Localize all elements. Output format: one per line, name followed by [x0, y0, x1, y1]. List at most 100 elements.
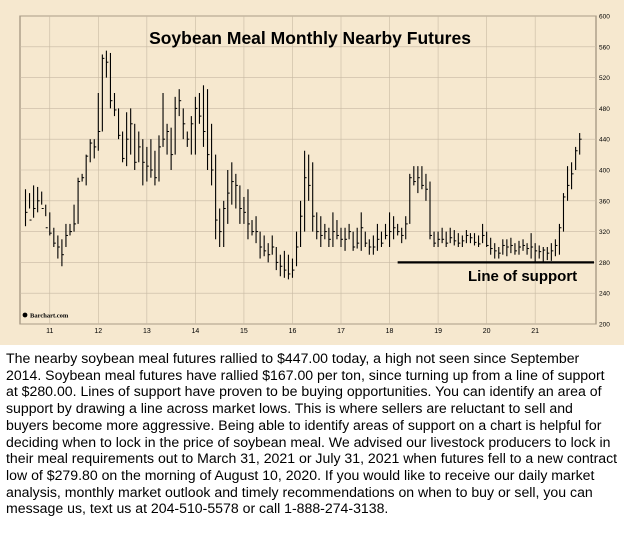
price-bar [259, 231, 263, 259]
price-bar [283, 250, 287, 278]
price-bar [117, 108, 121, 140]
price-bar [445, 231, 449, 247]
price-bar [263, 235, 267, 257]
price-bar [413, 166, 416, 186]
price-bar [405, 216, 408, 240]
price-bar [113, 93, 117, 117]
price-bar [534, 243, 538, 263]
price-bar [304, 150, 307, 232]
price-bar [384, 223, 388, 240]
price-bar [194, 96, 198, 155]
price-bar [24, 189, 28, 227]
y-tick-label: 240 [599, 291, 610, 298]
price-bar [380, 231, 384, 247]
price-bar [235, 173, 238, 209]
price-bar [538, 245, 542, 259]
x-tick-label: 16 [289, 328, 297, 335]
price-bar [486, 231, 489, 247]
price-bar [190, 116, 194, 155]
y-tick-label: 520 [599, 75, 610, 82]
y-tick-label: 280 [599, 260, 610, 267]
price-bar [198, 93, 202, 124]
price-bar [215, 154, 218, 240]
price-bar [69, 223, 72, 236]
price-bar [295, 231, 299, 267]
price-bar [409, 173, 412, 224]
price-bar [239, 185, 242, 224]
price-bar [498, 247, 501, 259]
y-tick-label: 200 [599, 322, 610, 329]
price-bar [267, 243, 271, 263]
price-bar [122, 131, 125, 163]
y-tick-label: 320 [599, 229, 610, 236]
y-tick-label: 400 [599, 168, 610, 175]
price-bar [300, 200, 303, 247]
price-bar [28, 193, 32, 221]
price-bar [360, 212, 364, 251]
price-bar [571, 162, 574, 190]
x-tick-label: 21 [531, 328, 539, 335]
price-bar [461, 235, 465, 247]
price-chart: 200 240 280 320 360 400 440 480 520 560 600 11 12 13… [19, 14, 610, 335]
x-tick-label: 17 [337, 328, 345, 335]
price-bar [223, 200, 226, 247]
price-bar [364, 231, 368, 247]
price-bar [158, 135, 161, 182]
price-bar [316, 212, 319, 240]
price-bar [356, 227, 360, 249]
price-bar [291, 258, 295, 278]
y-tick-label: 560 [599, 44, 610, 51]
price-bar [287, 254, 291, 280]
price-bar [449, 227, 453, 244]
price-bar [368, 239, 372, 255]
price-bar [510, 237, 513, 254]
price-bar [518, 240, 521, 255]
price-bar [146, 146, 149, 182]
price-bar [174, 96, 178, 155]
price-bar [401, 227, 404, 244]
price-bar [506, 239, 509, 257]
price-bar [465, 230, 469, 244]
y-tick-label: 480 [599, 106, 610, 113]
price-bar [206, 89, 210, 170]
price-bar [134, 123, 137, 170]
price-bar [348, 223, 352, 240]
price-bar [324, 223, 327, 240]
price-bar [162, 93, 166, 147]
price-bar [482, 223, 485, 244]
price-bar [312, 162, 315, 232]
price-bar [376, 223, 380, 251]
x-tick-label: 18 [386, 328, 394, 335]
price-bar [81, 173, 85, 182]
price-bar [441, 227, 445, 244]
price-bar [457, 233, 461, 247]
price-bar [211, 123, 214, 186]
price-bar [388, 212, 392, 247]
price-bar [142, 139, 145, 186]
x-tick-label: 19 [434, 328, 442, 335]
price-bar [73, 204, 77, 232]
price-bar [575, 146, 578, 170]
price-bar [279, 254, 283, 277]
price-bar [49, 212, 52, 236]
price-bar [61, 239, 64, 267]
price-bar [328, 227, 331, 247]
price-bar [170, 127, 174, 170]
price-bar [105, 50, 109, 78]
price-bar [251, 220, 255, 236]
price-bar [429, 181, 432, 240]
price-bar [77, 177, 81, 224]
x-tick-label: 12 [94, 328, 102, 335]
article-text: The nearby soybean meal futures rallied … [6, 350, 618, 517]
price-bar [130, 108, 133, 155]
price-bar [473, 233, 477, 246]
price-bar [562, 193, 566, 232]
price-bar [57, 235, 60, 259]
price-bar [336, 220, 339, 240]
price-bar [219, 208, 222, 247]
price-bar [166, 123, 170, 155]
price-bar [566, 166, 570, 201]
price-bar [308, 154, 311, 201]
x-tick-label: 13 [143, 328, 151, 335]
price-bar [178, 89, 182, 117]
